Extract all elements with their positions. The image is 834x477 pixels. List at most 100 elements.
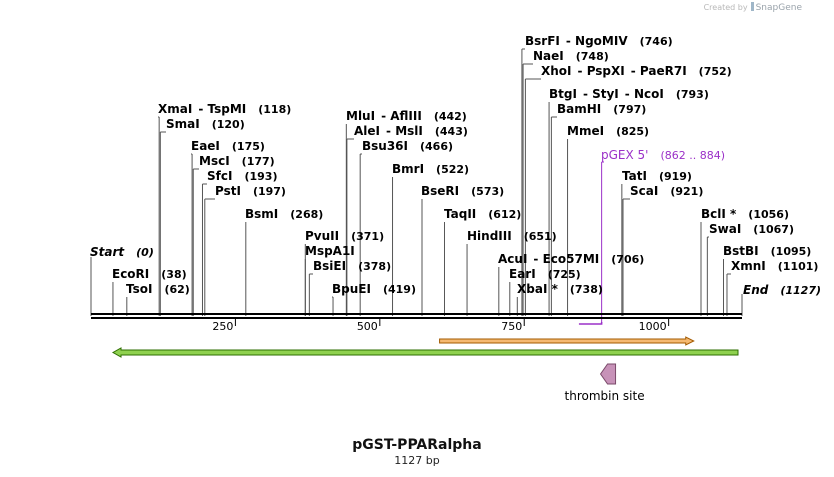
enzyme-name: MluI bbox=[346, 109, 375, 123]
enzyme-separator: - bbox=[533, 252, 542, 266]
enzyme-label-xbai: XbaI * (738) bbox=[517, 282, 603, 296]
enzyme-position: (442) bbox=[434, 110, 467, 123]
enzyme-separator: - bbox=[631, 64, 640, 78]
start-label: Start (0) bbox=[90, 245, 154, 259]
enzyme-label-hindiii: HindIII (651) bbox=[467, 229, 557, 243]
enzyme-alt-name: Eco57MI bbox=[543, 252, 600, 266]
enzyme-label-mmei: MmeI (825) bbox=[567, 124, 649, 138]
enzyme-label-msci: MscI (177) bbox=[199, 154, 275, 168]
enzyme-alt-name: NcoI bbox=[634, 87, 664, 101]
enzyme-position: (651) bbox=[524, 230, 557, 243]
enzyme-name: NaeI bbox=[533, 49, 564, 63]
enzyme-position: (921) bbox=[670, 185, 703, 198]
enzyme-name: XmnI bbox=[731, 259, 766, 273]
ruler-ticks: 250 500 750 1000 bbox=[212, 319, 670, 333]
enzyme-position: (919) bbox=[659, 170, 692, 183]
enzyme-name: BclI * bbox=[701, 207, 737, 221]
gst-feature bbox=[111, 347, 739, 358]
enzyme-position: (1095) bbox=[771, 245, 812, 258]
enzyme-label-bpuei: BpuEI (419) bbox=[332, 282, 416, 296]
enzyme-label-bsmi: BsmI (268) bbox=[245, 207, 323, 221]
primer-label: pGEX 5' (862 .. 884) bbox=[601, 148, 725, 162]
thrombin-site-feature bbox=[599, 363, 617, 385]
enzyme-label-bcli: BclI * (1056) bbox=[701, 207, 789, 221]
snapgene-logo-icon bbox=[750, 2, 754, 11]
enzyme-position: (120) bbox=[212, 118, 245, 131]
credit-prefix: Created by bbox=[703, 3, 748, 12]
tick-label: 1000 bbox=[639, 320, 667, 333]
enzyme-name: HindIII bbox=[467, 229, 512, 243]
enzyme-label-xmai: XmaI - TspMI (118) bbox=[158, 102, 291, 116]
enzyme-name: BsmI bbox=[245, 207, 278, 221]
enzyme-name: XbaI * bbox=[517, 282, 559, 296]
enzyme-position: (1056) bbox=[748, 208, 789, 221]
enzyme-name: XmaI bbox=[158, 102, 192, 116]
enzyme-name: MspA1I bbox=[305, 244, 355, 258]
enzyme-position: (612) bbox=[488, 208, 521, 221]
tick-label: 750 bbox=[501, 320, 522, 333]
end-label: End (1127) bbox=[743, 283, 821, 297]
enzyme-name: Bsu36I bbox=[362, 139, 408, 153]
enzyme-label-bmri: BmrI (522) bbox=[392, 162, 469, 176]
enzyme-position: (793) bbox=[676, 88, 709, 101]
enzyme-position: (177) bbox=[242, 155, 275, 168]
enzyme-label-sfci: SfcI (193) bbox=[207, 169, 277, 183]
enzyme-position: (38) bbox=[161, 268, 186, 281]
enzyme-name: EaeI bbox=[191, 139, 220, 153]
enzyme-label-mspa1i: MspA1I bbox=[305, 244, 355, 258]
enzyme-separator: - bbox=[198, 102, 207, 116]
enzyme-cut-lines bbox=[90, 48, 743, 325]
start-position: (0) bbox=[136, 246, 154, 259]
enzyme-name: AcuI bbox=[498, 252, 527, 266]
enzyme-separator: - bbox=[583, 87, 592, 101]
enzyme-alt-name: PaeR7I bbox=[640, 64, 687, 78]
enzyme-position: (825) bbox=[616, 125, 649, 138]
enzyme-label-xhoi: XhoI - PspXI - PaeR7I (752) bbox=[541, 64, 732, 78]
map-length: 1127 bp bbox=[394, 454, 440, 467]
enzyme-label-eaei: EaeI (175) bbox=[191, 139, 265, 153]
enzyme-name: BpuEI bbox=[332, 282, 371, 296]
enzyme-separator: - bbox=[578, 64, 587, 78]
enzyme-position: (419) bbox=[383, 283, 416, 296]
enzyme-name: SfcI bbox=[207, 169, 232, 183]
enzyme-name: BamHI bbox=[557, 102, 601, 116]
enzyme-name: MscI bbox=[199, 154, 230, 168]
enzyme-position: (746) bbox=[640, 35, 673, 48]
enzyme-label-tsoi: TsoI (62) bbox=[126, 282, 190, 296]
enzyme-position: (748) bbox=[576, 50, 609, 63]
enzyme-label-btgi: BtgI - StyI - NcoI (793) bbox=[549, 87, 709, 101]
enzyme-position: (371) bbox=[351, 230, 384, 243]
enzyme-label-swai: SwaI (1067) bbox=[709, 222, 794, 236]
enzyme-alt-name: MslI bbox=[395, 124, 423, 138]
tick-label: 250 bbox=[212, 320, 233, 333]
enzyme-name: SmaI bbox=[166, 117, 200, 131]
enzyme-name: EarI bbox=[509, 267, 536, 281]
enzyme-position: (378) bbox=[358, 260, 391, 273]
enzyme-position: (118) bbox=[258, 103, 291, 116]
enzyme-position: (197) bbox=[253, 185, 286, 198]
enzyme-name: PstI bbox=[215, 184, 241, 198]
enzyme-label-pvuii: PvuII (371) bbox=[305, 229, 384, 243]
snapgene-credit: Created by SnapGene bbox=[704, 2, 802, 13]
enzyme-position: (573) bbox=[471, 185, 504, 198]
enzyme-label-bamhi: BamHI (797) bbox=[557, 102, 646, 116]
enzyme-label-bsrfi: BsrFI - NgoMIV (746) bbox=[525, 34, 673, 48]
enzyme-label-alei: AleI - MslI (443) bbox=[354, 124, 468, 138]
enzyme-labels: EcoRI (38)TsoI (62) XmaI - TspMI (118)SmaI (12… bbox=[90, 34, 821, 297]
enzyme-position: (175) bbox=[232, 140, 265, 153]
enzyme-label-scai: ScaI (921) bbox=[630, 184, 703, 198]
enzyme-label-ecori: EcoRI (38) bbox=[112, 267, 187, 281]
enzyme-name: TsoI bbox=[126, 282, 152, 296]
enzyme-name: BstBI bbox=[723, 244, 759, 258]
enzyme-name: SwaI bbox=[709, 222, 741, 236]
enzyme-name: AleI bbox=[354, 124, 380, 138]
enzyme-position: (706) bbox=[611, 253, 644, 266]
enzyme-label-taqii: TaqII (612) bbox=[444, 207, 521, 221]
thrombin-site-label: thrombin site bbox=[565, 389, 645, 403]
enzyme-label-bstbi: BstBI (1095) bbox=[723, 244, 811, 258]
map-title: pGST-PPARalpha bbox=[352, 437, 482, 453]
enzyme-position: (62) bbox=[164, 283, 189, 296]
enzyme-position: (1101) bbox=[778, 260, 819, 273]
enzyme-position: (752) bbox=[699, 65, 732, 78]
